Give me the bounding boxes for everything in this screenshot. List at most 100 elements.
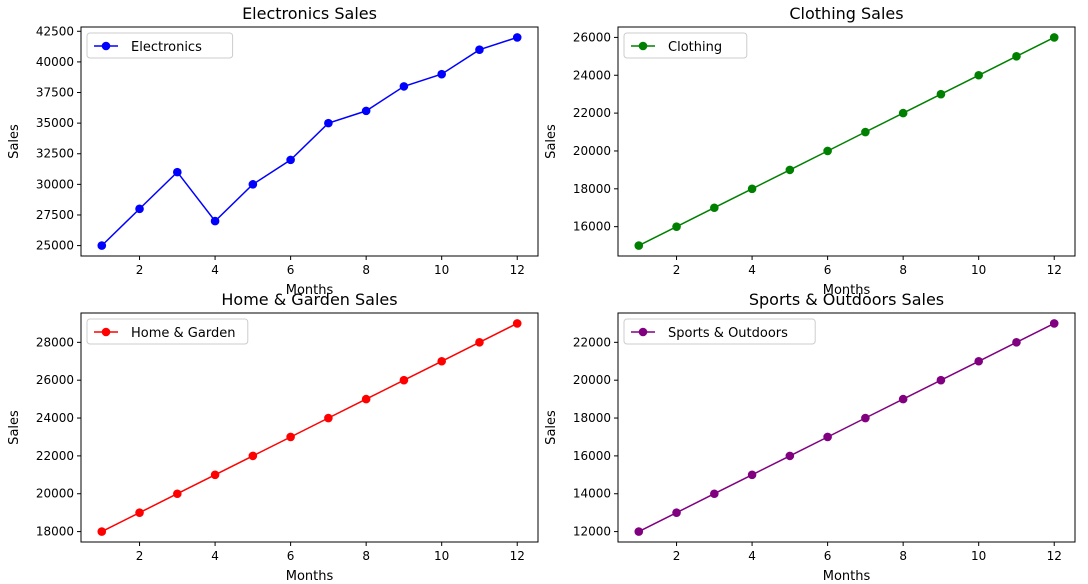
legend: Sports & Outdoors	[623, 318, 816, 345]
x-tick-label: 2	[136, 549, 144, 563]
data-point	[785, 451, 795, 461]
data-point	[173, 167, 182, 177]
series-line	[101, 36, 518, 247]
legend-label: Home & Garden	[131, 326, 235, 341]
y-axis-label: Sales	[7, 124, 22, 159]
data-point	[747, 470, 757, 480]
y-tick-label: 16000	[573, 220, 611, 234]
x-tick-label: 12	[1047, 263, 1062, 277]
data-point	[1012, 52, 1021, 61]
x-axis-label: Months	[823, 569, 871, 584]
x-tick-label: 8	[899, 263, 907, 277]
x-tick-label: 8	[362, 549, 370, 563]
y-tick-label: 22000	[573, 106, 611, 120]
x-tick-label: 8	[899, 549, 907, 563]
y-tick-label: 22000	[573, 335, 611, 349]
legend-marker	[101, 41, 111, 51]
chart-panel-3: Home & Garden Sales 2 4 6 8 10 12 18000 20000 220…	[7, 290, 539, 584]
legend: Clothing	[623, 32, 748, 59]
x-axis-label: Months	[286, 283, 334, 298]
x-tick-label: 6	[287, 263, 295, 277]
x-tick-label: 10	[434, 263, 449, 277]
data-point	[97, 527, 107, 536]
x-tick-label: 8	[362, 263, 370, 277]
legend-marker	[638, 41, 648, 51]
data-point	[361, 106, 371, 116]
y-tick-label: 40000	[36, 55, 74, 69]
y-tick-label: 25000	[36, 239, 74, 253]
y-tick-label: 26000	[573, 30, 611, 44]
plot-frame	[617, 26, 1076, 257]
x-tick-label: 10	[971, 263, 986, 277]
y-tick-label: 42500	[36, 24, 74, 38]
x-tick-label: 2	[673, 549, 681, 563]
data-point	[210, 216, 220, 226]
data-point	[437, 356, 446, 366]
data-point	[861, 127, 870, 137]
y-tick-label: 18000	[36, 525, 74, 539]
data-point	[710, 489, 719, 499]
plot-frame	[617, 312, 1076, 543]
y-tick-label: 30000	[36, 177, 74, 191]
x-tick-label: 6	[287, 549, 295, 563]
chart-panel-2: Clothing Sales 2 4 6 8 10 12 16000 18000 20000 220…	[544, 4, 1076, 298]
data-point	[248, 451, 258, 461]
data-point	[210, 470, 220, 480]
x-tick-label: 4	[748, 263, 756, 277]
chart-panel-4: Sports & Outdoors Sales 2 4 6 8 10 12 12000 1400…	[544, 290, 1076, 584]
data-point	[248, 180, 258, 189]
x-tick-label: 2	[673, 263, 681, 277]
y-tick-label: 12000	[573, 525, 611, 539]
legend-marker	[638, 327, 648, 337]
y-tick-label: 20000	[36, 487, 74, 501]
chart-panel-1: Electronics Sales 2 4 6 8 10 12 25000 27500 30000…	[7, 4, 539, 298]
legend: Home & Garden	[86, 318, 249, 345]
chart-title: Clothing Sales	[789, 4, 903, 23]
x-tick-label: 12	[1047, 549, 1062, 563]
y-axis-label: Sales	[544, 410, 559, 445]
y-tick-label: 35000	[36, 116, 74, 130]
data-point	[898, 394, 908, 404]
data-point	[1049, 319, 1059, 328]
y-axis-label: Sales	[7, 410, 22, 445]
data-point	[512, 33, 522, 42]
legend-box	[86, 32, 234, 59]
data-point	[936, 375, 946, 385]
data-point	[399, 375, 409, 385]
data-point	[399, 82, 409, 91]
data-point	[974, 70, 983, 80]
x-tick-label: 10	[971, 549, 986, 563]
x-tick-label: 6	[824, 549, 832, 563]
legend-box	[623, 32, 748, 59]
plot-frame	[80, 26, 539, 257]
legend-label: Clothing	[668, 40, 722, 55]
x-axis-label: Months	[286, 569, 334, 584]
legend-label: Sports & Outdoors	[668, 326, 788, 341]
data-point	[286, 155, 295, 165]
data-point	[823, 432, 832, 442]
data-point	[475, 45, 484, 54]
chart-title: Home & Garden Sales	[221, 290, 397, 309]
y-tick-label: 20000	[573, 373, 611, 387]
x-tick-label: 12	[510, 549, 525, 563]
data-point	[898, 108, 908, 118]
y-tick-label: 24000	[36, 411, 74, 425]
data-point	[634, 241, 644, 250]
data-point	[135, 508, 144, 517]
data-point	[974, 356, 983, 366]
data-point	[861, 413, 870, 423]
data-point	[173, 489, 182, 499]
x-tick-label: 10	[434, 549, 449, 563]
data-point	[1012, 338, 1021, 347]
x-tick-label: 2	[136, 263, 144, 277]
data-point	[512, 319, 522, 328]
y-tick-label: 28000	[36, 335, 74, 349]
legend-marker	[101, 327, 111, 337]
y-tick-label: 16000	[573, 449, 611, 463]
y-tick-label: 32500	[36, 147, 74, 161]
x-axis-label: Months	[823, 283, 871, 298]
y-tick-label: 37500	[36, 86, 74, 100]
data-point	[324, 118, 333, 128]
data-point	[672, 508, 681, 517]
